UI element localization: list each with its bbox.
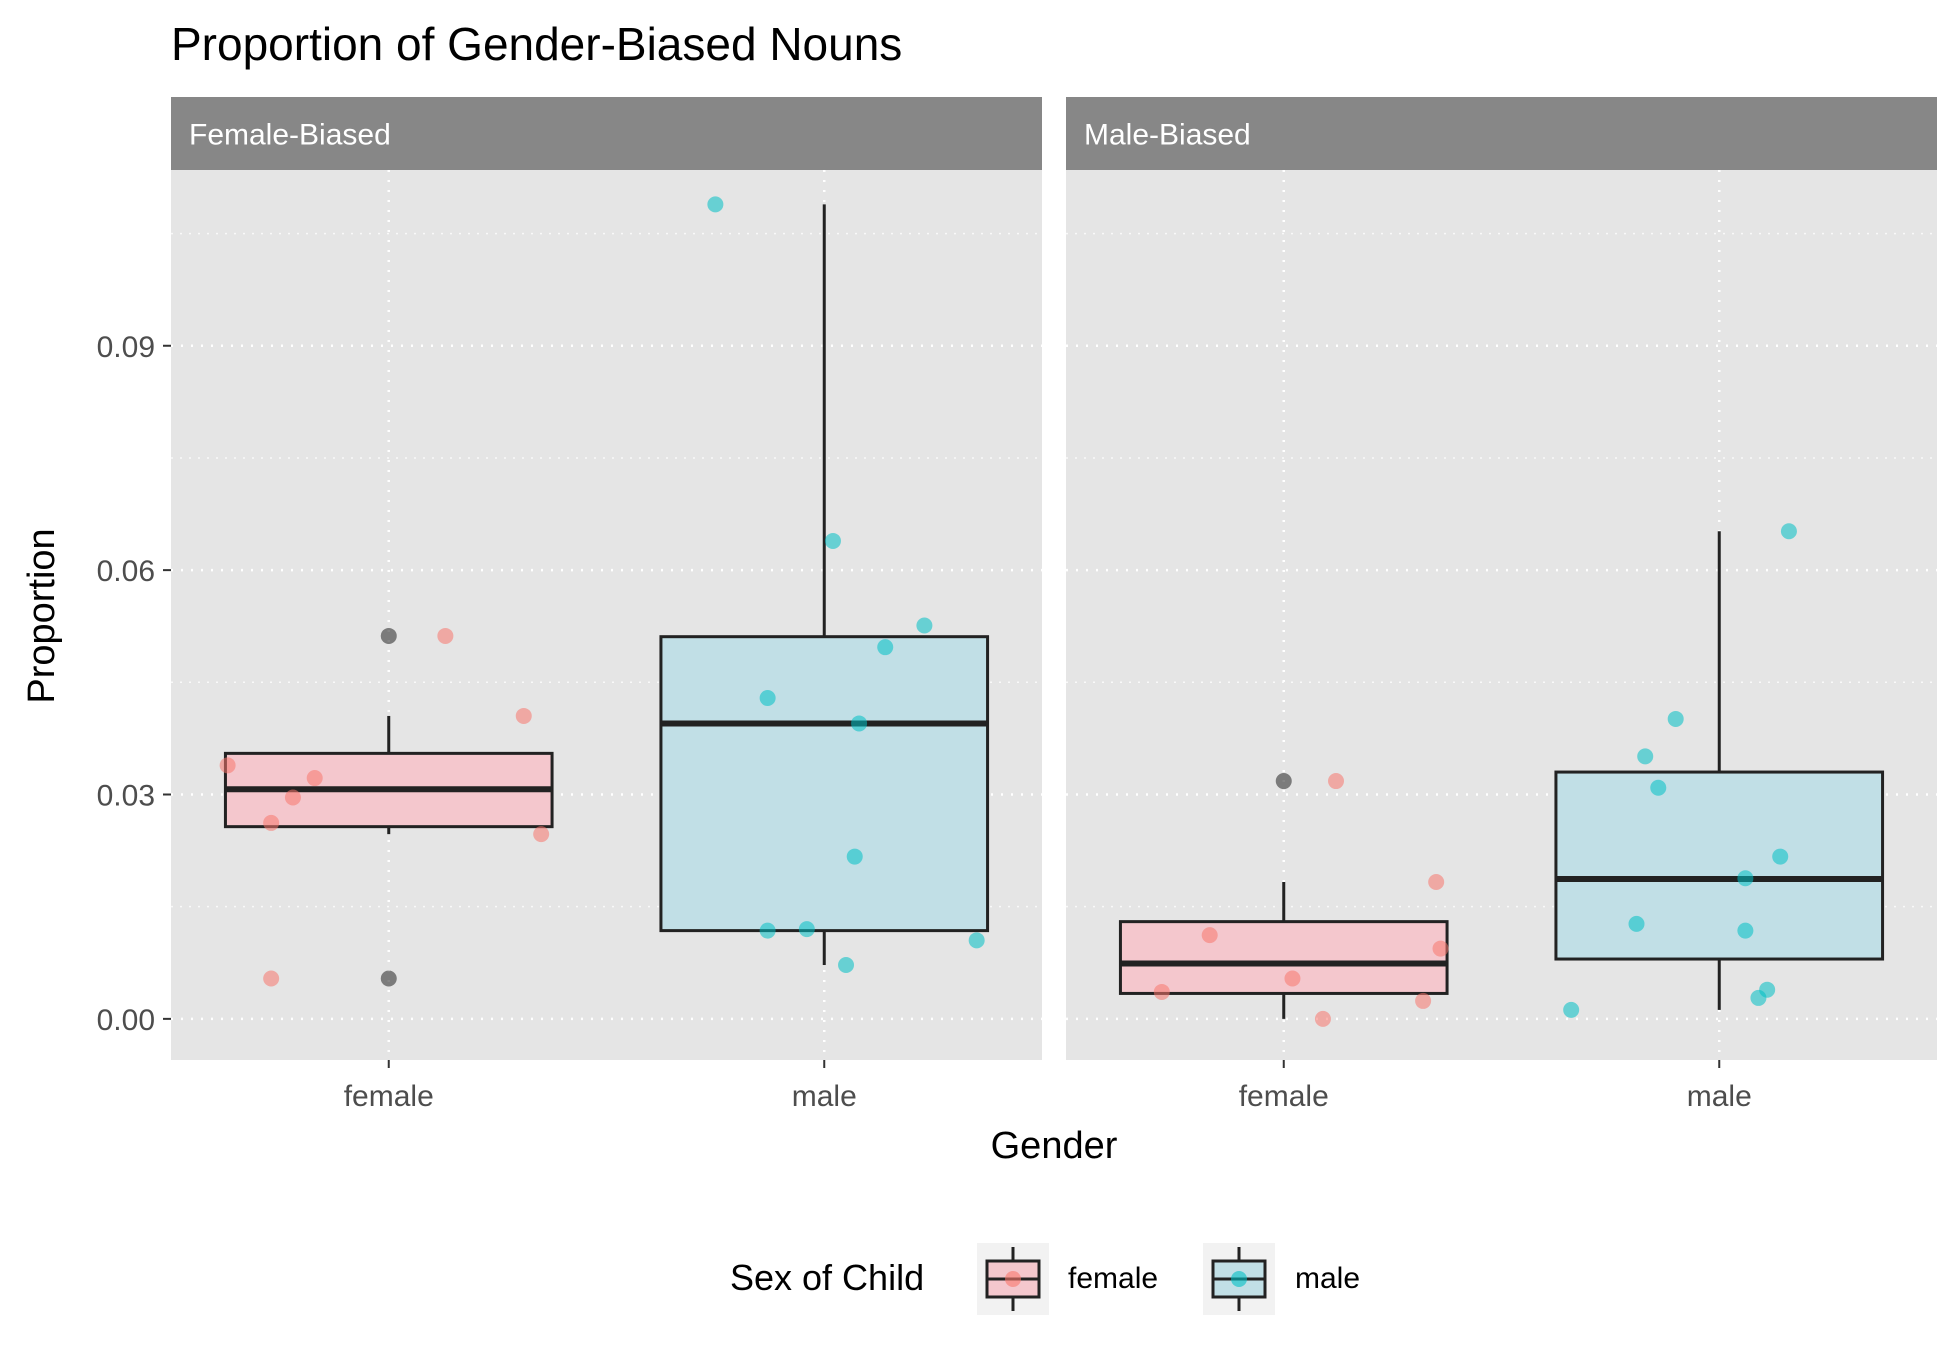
data-point (1328, 773, 1345, 790)
legend-label: female (1068, 1262, 1158, 1295)
legend-label: male (1295, 1262, 1360, 1295)
box (1118, 920, 1449, 995)
y-tick-label: 0.03 (97, 779, 155, 812)
data-point (1667, 710, 1684, 727)
data-point (877, 639, 894, 656)
x-axis-title: Gender (991, 1125, 1118, 1167)
data-point (1737, 870, 1754, 887)
x-tick-label: female (1239, 1080, 1329, 1113)
y-tick-label: 0.09 (97, 331, 155, 364)
box (659, 635, 990, 933)
facet-strip-label: Male-Biased (1084, 119, 1251, 152)
data-point (1314, 1010, 1331, 1027)
data-point (1563, 1001, 1580, 1018)
data-point (824, 532, 841, 549)
data-point (1153, 983, 1170, 1000)
data-point (759, 922, 776, 939)
legend-title: Sex of Child (730, 1257, 924, 1298)
data-point (437, 627, 454, 644)
data-point (1428, 874, 1445, 890)
data-point (1772, 848, 1789, 865)
data-point (1750, 989, 1767, 1006)
data-point (798, 921, 815, 938)
data-point (1628, 915, 1645, 932)
data-point (263, 970, 280, 987)
y-axis-title: Proportion (21, 528, 63, 703)
facet-strip (1066, 97, 1937, 170)
outlier-point (1275, 773, 1292, 790)
data-point (707, 196, 724, 213)
data-point (284, 789, 301, 806)
data-point (219, 757, 236, 774)
data-point (1415, 992, 1432, 1009)
x-tick-label: male (792, 1080, 857, 1113)
x-tick-label: male (1687, 1080, 1752, 1113)
y-tick-label: 0.00 (97, 1004, 155, 1037)
outlier-point (380, 627, 397, 644)
facet-strip-label: Female-Biased (189, 119, 391, 152)
y-tick-label: 0.06 (97, 555, 155, 588)
data-point (306, 770, 323, 787)
box (1554, 770, 1885, 961)
plot-area: Female-Biased female male Male-Biased female… (97, 97, 1937, 1113)
data-point (846, 848, 863, 865)
data-point (968, 932, 985, 949)
data-point (759, 690, 776, 707)
legend: Sex of Child female male (730, 1243, 1360, 1315)
data-point (515, 707, 532, 724)
legend-key-point (1231, 1271, 1247, 1287)
data-point (1737, 922, 1754, 939)
chart-title: Proportion of Gender-Biased Nouns (171, 18, 902, 70)
outlier-point (380, 970, 397, 987)
data-point (1780, 523, 1797, 540)
facet-strip (171, 97, 1042, 170)
data-point (533, 826, 550, 843)
data-point (1284, 970, 1301, 987)
data-point (1201, 927, 1218, 944)
data-point (1637, 748, 1654, 765)
data-point (1650, 779, 1667, 796)
data-point (838, 957, 855, 974)
legend-key-point (1005, 1271, 1021, 1287)
data-point (916, 617, 933, 634)
data-point (263, 814, 280, 831)
data-point (1432, 940, 1449, 957)
data-point (851, 715, 868, 732)
x-tick-label: female (344, 1080, 434, 1113)
